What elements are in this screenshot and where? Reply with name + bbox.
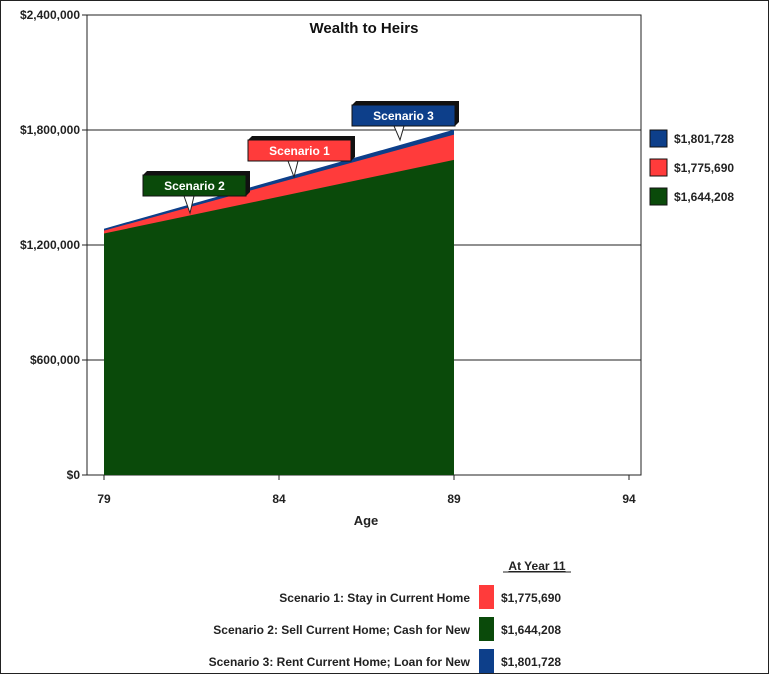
y-tick-label: $0	[67, 468, 81, 482]
y-axis-ticks: $0 $600,000 $1,200,000 $1,800,000 $2,400,000	[20, 8, 87, 482]
callout-depth	[352, 101, 459, 126]
summary-row-label: Scenario 3: Rent Current Home; Loan for …	[209, 655, 471, 669]
callout-box	[247, 139, 352, 162]
summary-table: At Year 11 Scenario 1: Stay in Current Ho…	[209, 559, 571, 673]
x-tick-label: 79	[97, 492, 111, 506]
summary-swatch-scenario2	[479, 617, 494, 641]
callout-pointer	[287, 160, 299, 179]
legend-label-scenario2: $1,644,208	[674, 190, 734, 204]
summary-row-label: Scenario 1: Stay in Current Home	[279, 591, 470, 605]
callout-label: Scenario 2	[164, 179, 225, 193]
summary-row-label: Scenario 2: Sell Current Home; Cash for …	[213, 623, 470, 637]
callout-pointer	[393, 125, 405, 142]
y-tick-label: $2,400,000	[20, 8, 80, 22]
callout-depth	[248, 136, 355, 161]
legend: $1,801,728 $1,775,690 $1,644,208	[649, 129, 734, 206]
x-axis-label: Age	[354, 513, 379, 528]
area-scenario2	[104, 159, 454, 475]
summary-row-value: $1,644,208	[501, 623, 561, 637]
legend-swatch-scenario2	[649, 187, 668, 206]
area-series	[104, 129, 454, 475]
callout-scenario1: Scenario 1	[247, 136, 355, 179]
callout-box	[351, 104, 456, 127]
legend-label-scenario3: $1,801,728	[674, 132, 734, 146]
callout-box	[142, 174, 247, 197]
callout-scenario3: Scenario 3	[351, 101, 459, 142]
legend-label-scenario1: $1,775,690	[674, 161, 734, 175]
y-tick-label: $1,200,000	[20, 238, 80, 252]
callout-depth	[143, 171, 250, 196]
x-axis-ticks: 79 84 89 94	[97, 475, 636, 506]
x-tick-label: 94	[622, 492, 636, 506]
legend-swatch-scenario3	[649, 129, 668, 148]
summary-swatch-scenario1	[479, 585, 494, 609]
summary-row-value: $1,775,690	[501, 591, 561, 605]
y-tick-label: $1,800,000	[20, 123, 80, 137]
callout-label: Scenario 1	[269, 144, 330, 158]
summary-swatch-scenario3	[479, 649, 494, 673]
summary-row-value: $1,801,728	[501, 655, 561, 669]
scenario-callouts: Scenario 3 Scenario 1 Scenario 2	[142, 101, 459, 215]
callout-scenario2: Scenario 2	[142, 171, 250, 215]
legend-swatch-scenario1	[649, 158, 668, 177]
y-tick-label: $600,000	[30, 353, 80, 367]
chart-title: Wealth to Heirs	[310, 20, 419, 37]
summary-header: At Year 11	[508, 559, 565, 573]
x-tick-label: 89	[447, 492, 461, 506]
callout-pointer	[183, 195, 195, 215]
x-tick-label: 84	[272, 492, 286, 506]
callout-label: Scenario 3	[373, 109, 434, 123]
